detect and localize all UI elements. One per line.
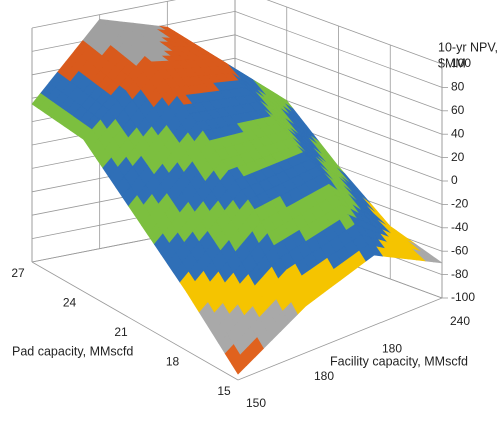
y-tick-label: 15 <box>217 384 231 398</box>
grid-line <box>31 0 177 29</box>
z-tick-label: 20 <box>451 150 465 164</box>
y-tick-label: 24 <box>63 296 77 310</box>
z-tick-label: 60 <box>451 103 465 117</box>
z-tick-label: 80 <box>451 80 465 94</box>
y-tick-label: 18 <box>166 355 180 369</box>
z-tick-label: 0 <box>451 173 458 187</box>
x-axis-label: Facility capacity, MMscfd <box>330 354 468 368</box>
z-tick-label: 100 <box>451 56 471 70</box>
y-tick-label: 27 <box>11 266 25 280</box>
z-axis-label: 10-yr NPV, <box>438 40 498 54</box>
z-tick-label: 40 <box>451 126 465 140</box>
z-tick-label: -100 <box>451 290 475 304</box>
x-tick-label: 240 <box>450 314 470 328</box>
z-tick-label: -80 <box>451 267 469 281</box>
x-tick-label: 180 <box>382 342 402 356</box>
z-tick-label: -20 <box>451 197 469 211</box>
surface-patch <box>231 354 247 375</box>
z-tick-label: -40 <box>451 220 469 234</box>
x-tick-label: 150 <box>246 396 266 410</box>
floor-edge <box>31 261 239 381</box>
y-tick-label: 21 <box>114 325 128 339</box>
floor-edge <box>237 297 443 381</box>
z-tick-label: -60 <box>451 243 469 257</box>
y-axis-label: Pad capacity, MMscfd <box>12 344 133 358</box>
z-axis-label: $MM <box>438 56 466 70</box>
x-tick-label: 180 <box>314 369 334 383</box>
